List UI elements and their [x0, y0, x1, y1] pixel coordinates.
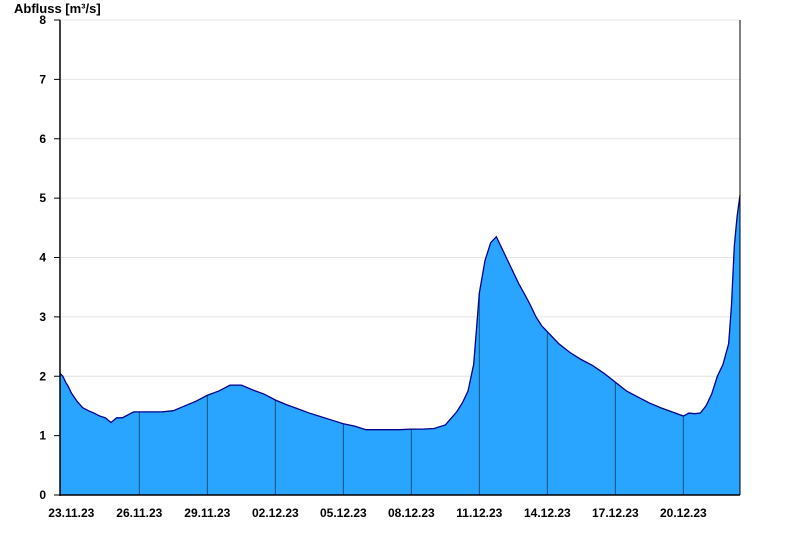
y-axis-label: Abfluss [m³/s]: [14, 1, 101, 16]
x-tick-label: 26.11.23: [116, 506, 162, 520]
discharge-line: [59, 195, 741, 431]
grid-lines: [60, 19, 740, 437]
y-tick-labels: 0 1 2 3 4 5 6 7 8: [39, 13, 46, 502]
x-tick-label: 17.12.23: [592, 506, 639, 520]
y-tick-label: 6: [39, 132, 46, 146]
x-tick-label: 14.12.23: [524, 506, 571, 520]
y-tick-label: 0: [39, 488, 46, 502]
y-tick-label: 7: [39, 72, 46, 86]
y-tick-label: 4: [39, 251, 46, 265]
x-tick-label: 20.12.23: [660, 506, 707, 520]
y-tick-label: 8: [39, 13, 46, 27]
y-tick-label: 1: [39, 429, 46, 443]
x-tick-label: 02.12.23: [252, 506, 299, 520]
x-tick-labels: 23.11.23 26.11.23 29.11.23 02.12.23 05.12.23…: [48, 506, 707, 520]
discharge-area: [60, 195, 740, 495]
y-tick-label: 5: [39, 191, 46, 205]
x-tick-label: 23.11.23: [48, 506, 94, 520]
y-tick-label: 3: [39, 310, 46, 324]
x-tick-label: 08.12.23: [388, 506, 435, 520]
x-tick-label: 29.11.23: [184, 506, 230, 520]
x-tick-label: 11.12.23: [456, 506, 502, 520]
axes: [54, 19, 741, 496]
x-tick-label: 05.12.23: [320, 506, 367, 520]
x-tick-lines: [138, 293, 684, 495]
y-tick-label: 2: [39, 369, 46, 383]
